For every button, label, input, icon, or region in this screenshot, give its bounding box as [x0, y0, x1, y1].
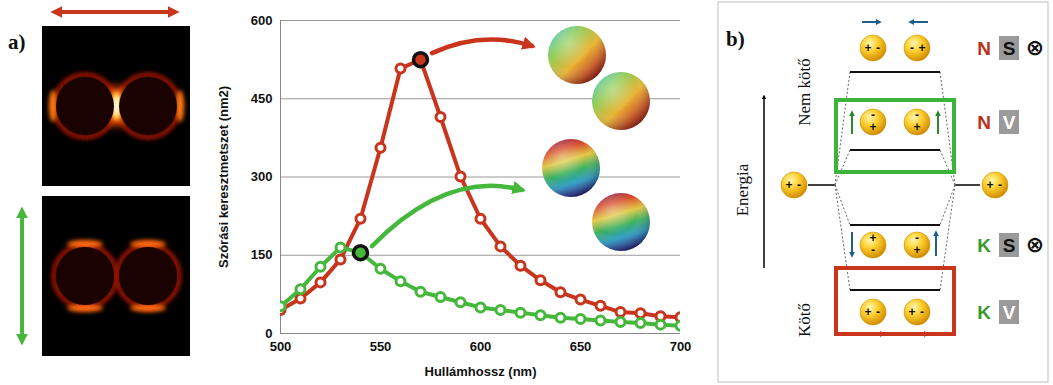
- svg-text:S: S: [1003, 38, 1016, 59]
- svg-text:+: +: [913, 243, 920, 257]
- svg-text:S: S: [1003, 235, 1016, 256]
- svg-text:+: +: [918, 41, 925, 55]
- svg-text:+: +: [986, 178, 993, 192]
- svg-text:-: -: [920, 305, 924, 319]
- svg-text:Kötő: Kötő: [795, 303, 814, 337]
- svg-text:b): b): [726, 27, 745, 51]
- svg-text:V: V: [1003, 302, 1016, 323]
- svg-text:a): a): [8, 30, 26, 54]
- svg-text:450: 450: [251, 91, 273, 106]
- svg-text:Energia: Energia: [733, 163, 752, 216]
- svg-text:Hullámhossz (nm): Hullámhossz (nm): [425, 364, 537, 379]
- svg-text:650: 650: [570, 339, 592, 354]
- svg-text:-: -: [876, 305, 880, 319]
- svg-text:-: -: [871, 243, 875, 257]
- svg-text:⊗: ⊗: [1026, 35, 1044, 60]
- svg-text:600: 600: [251, 13, 273, 28]
- svg-text:Nem kötő: Nem kötő: [795, 58, 814, 126]
- svg-text:300: 300: [251, 169, 273, 184]
- svg-text:700: 700: [670, 339, 692, 354]
- svg-text:N: N: [977, 38, 991, 59]
- svg-text:+: +: [869, 120, 876, 134]
- svg-text:K: K: [977, 302, 991, 323]
- svg-text:150: 150: [251, 247, 273, 262]
- svg-text:-: -: [876, 41, 880, 55]
- svg-text:550: 550: [370, 339, 392, 354]
- svg-text:-: -: [910, 41, 914, 55]
- svg-text:N: N: [977, 112, 991, 133]
- svg-text:500: 500: [270, 339, 292, 354]
- svg-text:+: +: [785, 178, 792, 192]
- svg-text:0: 0: [265, 325, 273, 341]
- svg-text:+: +: [908, 305, 915, 319]
- svg-text:K: K: [977, 235, 991, 256]
- svg-text:600: 600: [470, 339, 492, 354]
- svg-text:V: V: [1003, 112, 1016, 133]
- svg-text:Szórási keresztmetszet (nm2): Szórási keresztmetszet (nm2): [216, 86, 231, 268]
- svg-text:-: -: [998, 178, 1002, 192]
- svg-text:+: +: [864, 305, 871, 319]
- svg-text:+: +: [913, 120, 920, 134]
- svg-text:⊗: ⊗: [1026, 232, 1044, 257]
- svg-text:-: -: [797, 178, 801, 192]
- svg-text:+: +: [864, 41, 871, 55]
